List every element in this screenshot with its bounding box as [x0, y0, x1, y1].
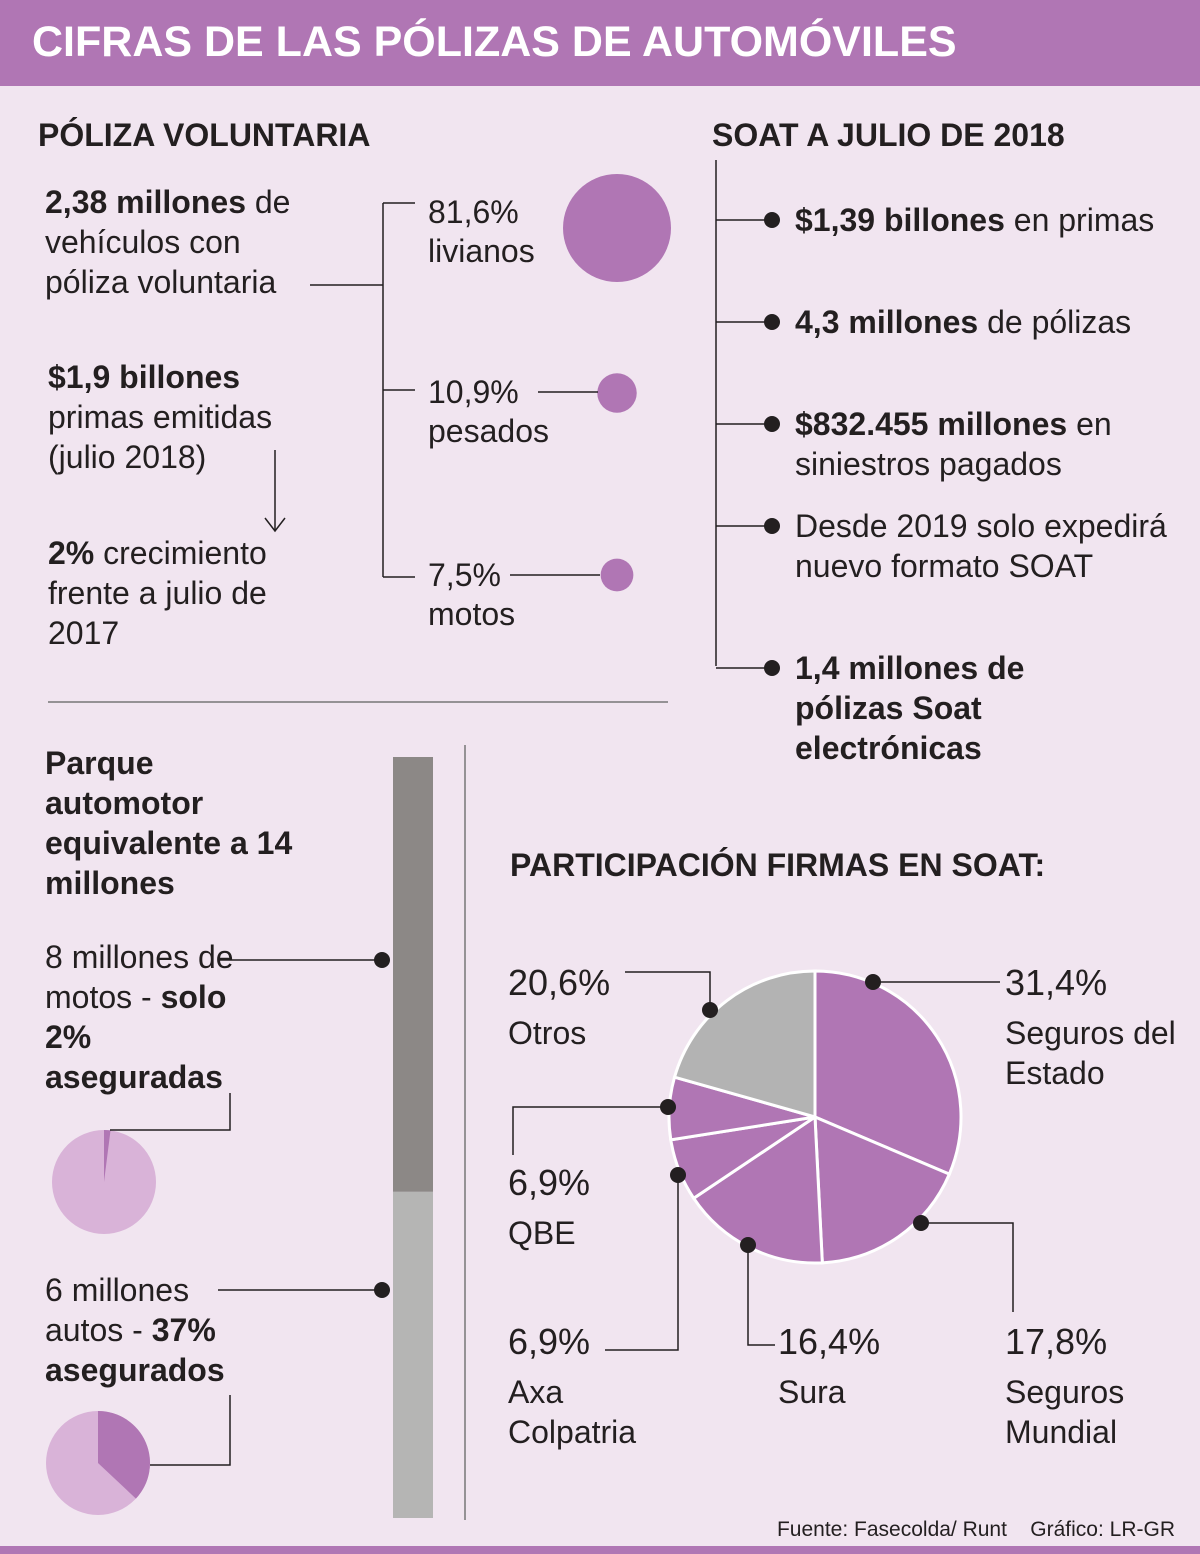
leader-dot [702, 1002, 718, 1018]
item-desc: en primas [1013, 202, 1155, 238]
leader-line [921, 1222, 1014, 1312]
section-heading: SOAT A JULIO DE 2018 [712, 117, 1065, 153]
stat-text: 2,38 millones de vehículos con póliza vo… [45, 182, 315, 302]
soat-item: Desde 2019 solo expedirá nuevo formato S… [795, 506, 1175, 586]
section-heading: Parque automotor equivalente a 14 millon… [45, 745, 293, 901]
stat-value: 2% [48, 535, 95, 571]
leader-line [625, 971, 711, 1010]
value-label: 6,9% [508, 1162, 591, 1203]
source-text: Fuente: Fasecolda/ Runt [776, 1518, 1007, 1541]
category-label: Otros [508, 1015, 587, 1051]
category-label: livianos [428, 233, 535, 269]
source: Fuente: Fasecolda/ Runt Gráfico: LR-GR [777, 1510, 1175, 1550]
item-desc: Desde 2019 solo expedirá nuevo formato S… [795, 508, 1167, 584]
soat-item: 1,4 millones de pólizas Soat electrónica… [795, 648, 1065, 768]
value-label: 6,9% [508, 1321, 591, 1362]
pie-slice [104, 1130, 111, 1182]
pie-slice [98, 1411, 150, 1499]
category-label: Seguros del Estado [1005, 1015, 1176, 1091]
section-heading: PÓLIZA VOLUNTARIA [38, 117, 371, 153]
value-label: 37% asegurados [45, 1312, 225, 1388]
stat-text: $1,9 billones primas emitidas (julio 201… [48, 357, 318, 477]
stat-desc: crecimiento frente a julio de 2017 [48, 535, 267, 651]
leader-dot [670, 1167, 686, 1183]
category-label: Axa Colpatria [508, 1374, 637, 1450]
bubble [563, 174, 671, 282]
header-band [0, 0, 1200, 86]
value-label: 17,8% [1005, 1321, 1108, 1362]
category-label: Sura [778, 1374, 846, 1410]
item-desc: de pólizas [987, 304, 1132, 340]
credit-text: Gráfico: LR-GR [1030, 1518, 1175, 1541]
leader-dot [764, 314, 780, 330]
stat-text: 6 millones autos - 37% asegurados [45, 1270, 245, 1390]
leader-dot [913, 1215, 929, 1231]
leader-dot [764, 518, 780, 534]
stat-value: 2,38 millones [45, 184, 246, 220]
soat-item: $832.455 millones en siniestros pagados [795, 404, 1175, 484]
value-label: 31,4% [1005, 962, 1108, 1003]
soat-item: 4,3 millones de pólizas [795, 302, 1175, 342]
pie-slice [813, 1114, 952, 1265]
value-label: 7,5% [428, 557, 501, 593]
leader-line [512, 1106, 668, 1155]
leader-line [747, 1245, 775, 1346]
leader-dot [764, 416, 780, 432]
category-label: QBE [508, 1215, 576, 1251]
value-label: 6 millones [45, 1272, 190, 1308]
stat-text: 8 millones de motos - solo 2% aseguradas [45, 937, 245, 1097]
value-label: 16,4% [778, 1321, 881, 1362]
bar-segment [393, 1191, 433, 1518]
category-label: Seguros Mundial [1005, 1374, 1125, 1450]
leader-dot [660, 1099, 676, 1115]
bubble [597, 373, 637, 413]
category-label: pesados [428, 413, 549, 449]
leader-dot [764, 212, 780, 228]
item-value: 1,4 millones de pólizas Soat electrónica… [795, 650, 1025, 766]
bar-segment [393, 757, 433, 1192]
bubble [600, 558, 634, 592]
leader-dot [740, 1237, 756, 1253]
stat-desc: primas emitidas (julio 2018) [48, 399, 273, 475]
value-label: 20,6% [508, 962, 611, 1003]
category-label: motos [428, 596, 516, 632]
value-label: 10,9% [428, 374, 519, 410]
footer-band [0, 1546, 1200, 1554]
item-desc: en siniestros pagados [795, 406, 1112, 482]
dots [374, 952, 390, 1298]
value-label: 8 millones [45, 939, 190, 975]
pie-slice [813, 969, 963, 1177]
value-label: 81,6% [428, 194, 519, 230]
soat-item: $1,39 billones en primas [795, 200, 1175, 240]
stat-desc: de vehículos con póliza voluntaria [45, 184, 291, 300]
pie-slice [672, 969, 817, 1119]
leader-dot [865, 974, 881, 990]
leader-dot [764, 660, 780, 676]
stat-desc: de motos - [45, 939, 234, 1015]
item-value: $832.455 millones [795, 406, 1068, 442]
stat-text: 2% crecimiento frente a julio de 2017 [48, 533, 308, 653]
item-value: 4,3 millones [795, 304, 979, 340]
stat-desc: autos - [45, 1312, 143, 1348]
page-title: CIFRAS DE LAS PÓLIZAS DE AUTOMÓVILES [32, 18, 957, 66]
value-label: solo 2% aseguradas [45, 979, 227, 1095]
chart-title: PARTICIPACIÓN FIRMAS EN SOAT: [510, 847, 1046, 883]
leader-line [605, 1175, 679, 1351]
stat-value: $1,9 billones [48, 359, 241, 395]
connectors [48, 160, 717, 1520]
item-value: $1,39 billones [795, 202, 1005, 238]
